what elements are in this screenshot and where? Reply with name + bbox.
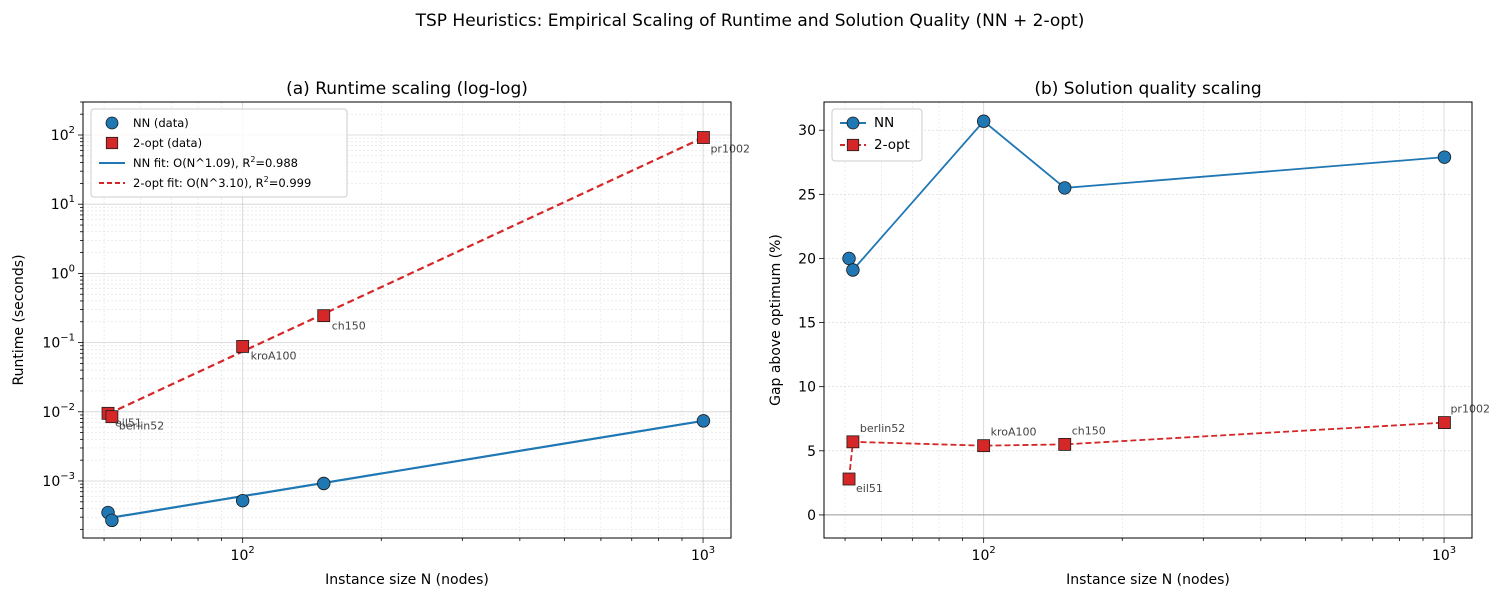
instance-label: ch150 — [1072, 424, 1106, 437]
x-tick-label: 102 — [972, 545, 996, 564]
instance-label: kroA100 — [251, 349, 297, 362]
nn-data-point — [976, 114, 991, 128]
y-axis-label: Runtime (seconds) — [11, 254, 27, 385]
nn-data-point — [842, 251, 856, 266]
grid — [824, 102, 1472, 538]
legend-marker-opt2 — [105, 136, 119, 150]
x-tick-label: 103 — [1432, 545, 1456, 564]
y-tick-label: 101 — [51, 194, 75, 213]
y-tick-label: 100 — [51, 263, 75, 282]
y-tick-label: 102 — [51, 125, 75, 144]
y-tick-label: 0 — [807, 508, 816, 524]
opt2-data-point — [977, 439, 991, 453]
y-tick-label: 10 — [798, 380, 816, 396]
nn-data-point — [696, 414, 711, 428]
y-tick-label: 15 — [798, 316, 816, 332]
legend: NN (data) 2-opt (data) NN fit: O(N^1.09), … — [90, 108, 348, 198]
x-axis-label: Instance size N (nodes) — [1066, 572, 1230, 588]
nn-data-point — [235, 493, 250, 508]
legend-marker-opt2 — [846, 138, 860, 152]
opt2-data-point — [105, 410, 119, 424]
instance-label: eil51 — [115, 416, 142, 429]
grid — [83, 101, 731, 538]
x-tick-label: 103 — [691, 545, 715, 564]
y-tick-label: 5 — [807, 444, 816, 460]
instance-label: eil51 — [856, 482, 883, 495]
legend-box — [90, 108, 348, 198]
opt2-data-point — [842, 472, 856, 486]
opt2-data-point — [1438, 416, 1451, 429]
instance-label: pr1002 — [1450, 403, 1490, 416]
panel-title: (a) Runtime scaling (log-log) — [286, 79, 528, 99]
nn-data-point — [846, 263, 860, 277]
legend-label: NN — [874, 115, 894, 131]
legend-marker-nn — [846, 116, 860, 130]
opt2-series-line — [848, 421, 1445, 480]
y-tick-label: 30 — [798, 123, 816, 139]
opt2-data-point — [236, 340, 250, 353]
instance-label: ch150 — [332, 320, 366, 333]
figure-suptitle: TSP Heuristics: Empirical Scaling of Run… — [415, 11, 1085, 31]
instance-label: berlin52 — [860, 422, 905, 435]
instance-label: kroA100 — [991, 426, 1037, 439]
opt2-data-point — [1058, 437, 1072, 451]
nn-data-point — [1058, 181, 1072, 195]
opt2-data-point — [317, 309, 331, 323]
x-axis-label: Instance size N (nodes) — [325, 572, 489, 588]
legend-label: NN fit: O(N^1.09), R2=0.988 — [133, 155, 298, 170]
legend-label: NN (data) — [133, 116, 189, 130]
panel-title: (b) Solution quality scaling — [1034, 79, 1261, 99]
nn-fit-line — [107, 419, 704, 520]
y-tick-label: 20 — [798, 251, 816, 267]
y-tick-label: 10−2 — [42, 402, 75, 421]
nn-data-point — [317, 476, 331, 491]
instance-label: pr1002 — [710, 143, 750, 156]
nn-series-line — [848, 119, 1445, 272]
y-tick-label: 10−1 — [42, 333, 75, 352]
legend-label: 2-opt fit: O(N^3.10), R2=0.999 — [133, 175, 311, 190]
axes-frame — [823, 101, 1473, 539]
legend-marker-nn — [105, 116, 119, 130]
nn-data-point — [1437, 150, 1452, 164]
axes-frame — [82, 101, 732, 539]
y-tick-label: 10−3 — [42, 471, 75, 490]
x-tick-label: 102 — [231, 545, 255, 564]
opt2-data-point — [846, 435, 860, 449]
opt2-data-point — [697, 131, 710, 144]
legend-label: 2-opt (data) — [133, 136, 202, 150]
legend: NN 2-opt — [831, 108, 923, 162]
y-tick-label: 25 — [798, 187, 816, 203]
legend-label: 2-opt — [874, 137, 910, 153]
instance-label: berlin52 — [119, 420, 164, 433]
y-axis-label: Gap above optimum (%) — [768, 234, 784, 406]
nn-data-point — [105, 513, 119, 528]
